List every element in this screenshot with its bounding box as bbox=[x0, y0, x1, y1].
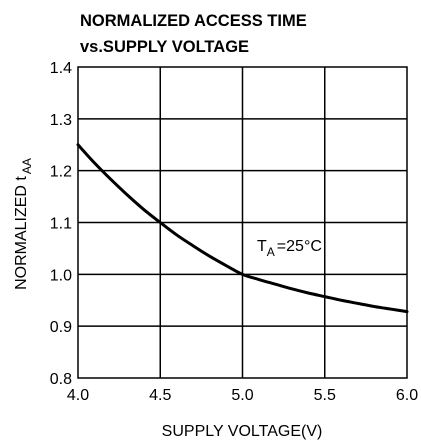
y-tick-label: 1.3 bbox=[50, 112, 72, 129]
y-tick-label: 1.1 bbox=[50, 216, 72, 233]
y-tick-label: 1.0 bbox=[50, 267, 72, 284]
x-tick-label: 6.0 bbox=[396, 387, 418, 404]
x-tick-label: 4.0 bbox=[67, 387, 89, 404]
x-axis-label: SUPPLY VOLTAGE(V) bbox=[162, 423, 323, 440]
y-tick-label: 0.8 bbox=[50, 371, 72, 388]
x-tick-label: 5.5 bbox=[314, 387, 336, 404]
y-axis-label: NORMALIZED tAA bbox=[13, 158, 34, 290]
grid bbox=[78, 67, 407, 378]
temperature-annotation: TA =25°C bbox=[257, 238, 322, 259]
plot-frame bbox=[77, 66, 408, 379]
chart-title-line1: NORMALIZED ACCESS TIME bbox=[80, 12, 307, 30]
y-tick-label: 0.9 bbox=[50, 319, 72, 336]
x-tick-label: 4.5 bbox=[149, 387, 171, 404]
y-tick-label: 1.2 bbox=[50, 164, 72, 181]
chart-title-line2: vs.SUPPLY VOLTAGE bbox=[80, 38, 249, 56]
tick-labels: 4.0 4.5 5.0 5.5 6.0 0.8 0.9 1.0 1.1 1.2 1.3 1.4 bbox=[50, 60, 418, 404]
series-line bbox=[76, 143, 409, 314]
y-tick-label: 1.4 bbox=[50, 60, 72, 77]
x-tick-label: 5.0 bbox=[231, 387, 253, 404]
